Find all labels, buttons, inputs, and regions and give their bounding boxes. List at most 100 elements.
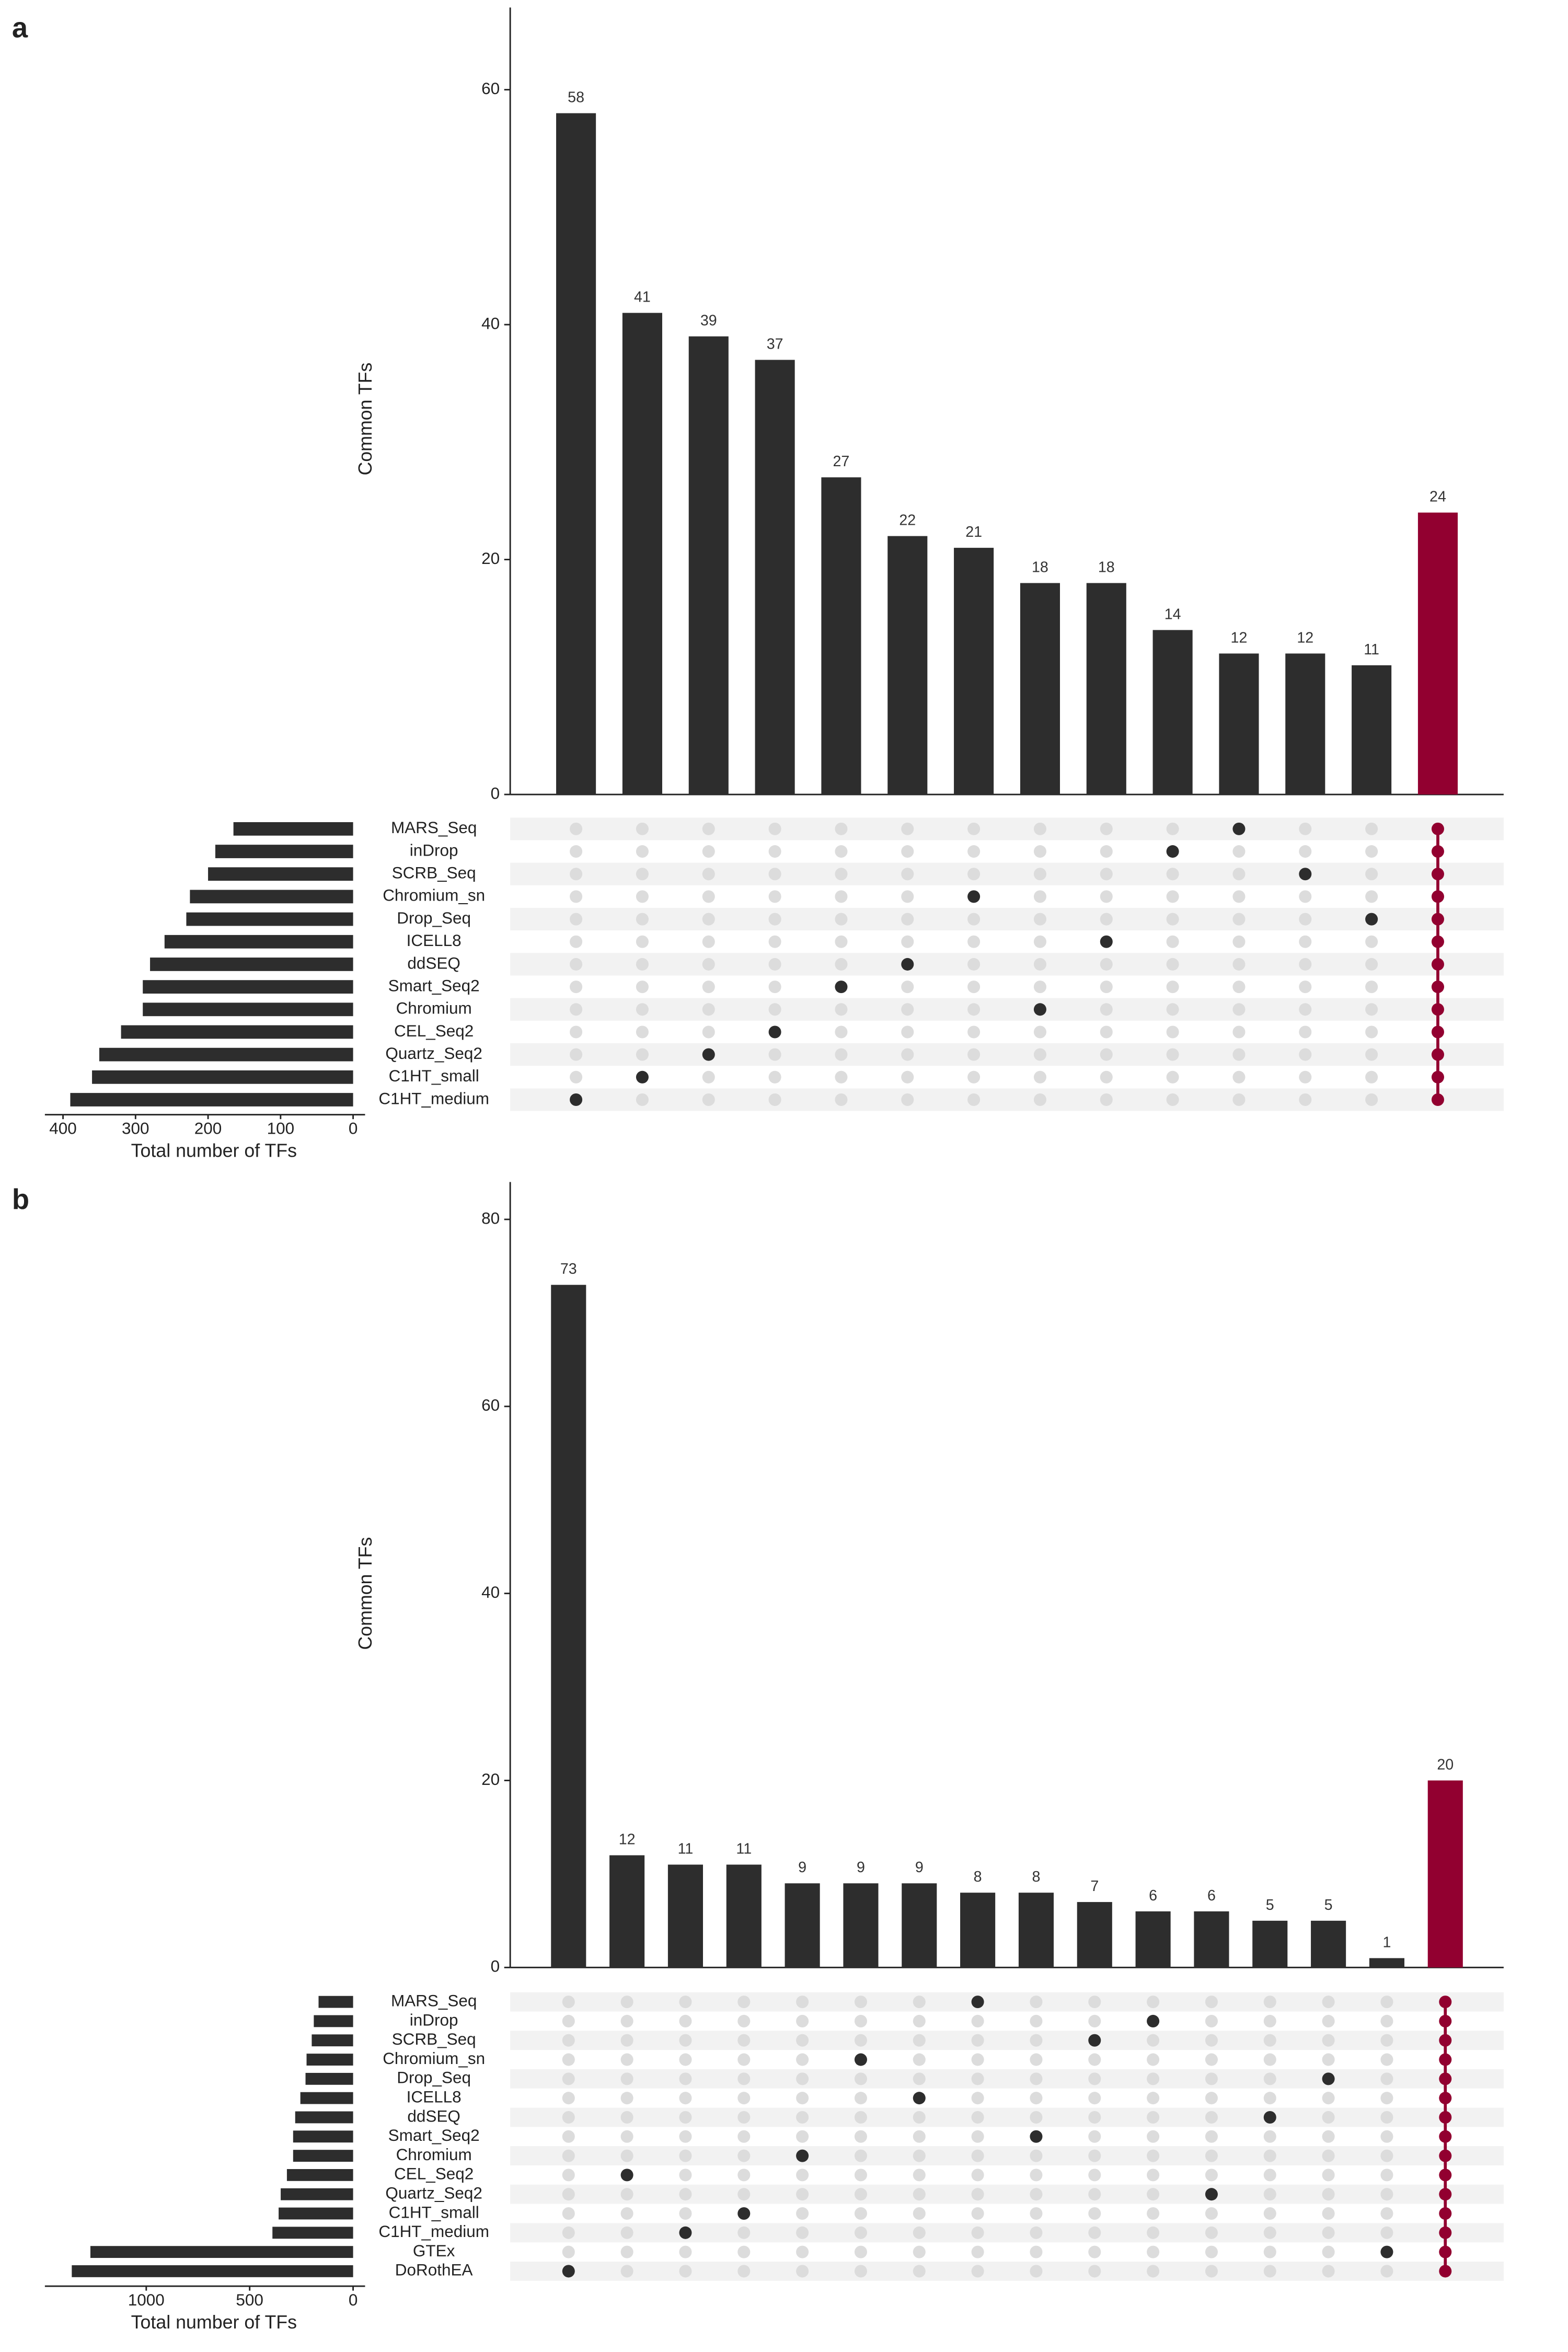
matrix-dot xyxy=(1322,2265,1335,2278)
matrix-dot xyxy=(570,981,583,994)
matrix-dot xyxy=(562,2226,575,2239)
intersection-bar xyxy=(1417,512,1458,795)
data-label: 73 xyxy=(560,1261,577,1277)
matrix-dot-active xyxy=(620,2169,633,2182)
matrix-dot xyxy=(1322,1996,1335,2009)
matrix-dot xyxy=(971,2207,984,2220)
row-stripe xyxy=(510,2262,1504,2281)
matrix-dot xyxy=(1100,890,1113,903)
matrix-dot xyxy=(620,2207,633,2220)
matrix-dot xyxy=(1147,2072,1160,2085)
matrix-dot xyxy=(1205,2245,1218,2258)
set-size-bar xyxy=(314,2015,353,2027)
matrix-dot xyxy=(1030,2188,1043,2201)
matrix-dot xyxy=(1088,2014,1101,2027)
matrix-dot xyxy=(796,2053,809,2066)
matrix-dot xyxy=(854,1996,867,2009)
set-size-bar xyxy=(300,2092,353,2104)
matrix-dot xyxy=(1033,1093,1046,1106)
matrix-dot xyxy=(636,913,649,926)
matrix-dot xyxy=(1166,935,1179,948)
matrix-dot xyxy=(702,822,715,835)
set-size-bar xyxy=(121,1025,353,1039)
row-stripe xyxy=(510,1992,1504,2012)
intersection-bar xyxy=(556,113,596,795)
matrix-dot xyxy=(1100,822,1113,835)
matrix-dot xyxy=(620,2053,633,2066)
matrix-dot xyxy=(967,958,981,971)
row-stripe xyxy=(510,907,1504,931)
data-label: 24 xyxy=(1429,489,1446,505)
matrix-dot xyxy=(570,890,583,903)
matrix-dot xyxy=(835,1070,848,1083)
matrix-dot-active xyxy=(1100,935,1113,948)
matrix-dot xyxy=(1322,2130,1335,2143)
set-label: ddSEQ xyxy=(407,2107,460,2125)
matrix-dot xyxy=(967,935,981,948)
matrix-dot-active xyxy=(913,2092,926,2105)
matrix-dot-active xyxy=(1033,1003,1046,1016)
matrix-dot-active xyxy=(1380,2245,1393,2258)
matrix-dot xyxy=(1100,1070,1113,1083)
matrix-dot xyxy=(679,2014,692,2027)
matrix-dot xyxy=(1147,2207,1160,2220)
matrix-dot xyxy=(835,1003,848,1016)
matrix-dot xyxy=(967,868,981,881)
matrix-dot xyxy=(913,2014,926,2027)
data-label: 6 xyxy=(1207,1887,1216,1904)
set-x-tick-label: 0 xyxy=(349,1120,358,1138)
matrix-dot xyxy=(1365,890,1378,903)
matrix-dot xyxy=(620,2226,633,2239)
matrix-dot-active xyxy=(1232,822,1246,835)
matrix-dot xyxy=(854,2245,867,2258)
matrix-dot xyxy=(913,2034,926,2047)
matrix-dot xyxy=(1232,868,1246,881)
matrix-dot xyxy=(971,2169,984,2182)
matrix-dot xyxy=(1205,2207,1218,2220)
matrix-dot xyxy=(1147,2034,1160,2047)
matrix-dot-active xyxy=(1439,2092,1452,2105)
set-x-tick-label: 0 xyxy=(349,2291,358,2309)
matrix-dot xyxy=(901,1048,914,1061)
set-label: C1HT_small xyxy=(389,2203,479,2221)
matrix-dot xyxy=(796,2169,809,2182)
row-stripe xyxy=(510,2184,1504,2204)
matrix-dot xyxy=(636,1003,649,1016)
matrix-dot-active xyxy=(1439,2169,1452,2182)
matrix-dot xyxy=(1030,2169,1043,2182)
matrix-dot xyxy=(913,2072,926,2085)
matrix-dot xyxy=(737,2226,751,2239)
matrix-dot-active xyxy=(1439,2265,1452,2278)
panel-label: a xyxy=(12,12,28,44)
intersection-bar xyxy=(960,1893,996,1968)
intersection-bar xyxy=(622,313,662,795)
data-label: 39 xyxy=(700,313,717,329)
matrix-dot xyxy=(636,868,649,881)
matrix-dot-active xyxy=(1439,2207,1452,2220)
matrix-dot-active xyxy=(1439,1996,1452,2009)
intersection-bar xyxy=(887,536,928,795)
intersection-bar xyxy=(609,1855,645,1968)
matrix-dot xyxy=(679,2053,692,2066)
matrix-dot xyxy=(562,2130,575,2143)
matrix-dot xyxy=(620,2034,633,2047)
matrix-dot xyxy=(1088,2169,1101,2182)
set-label: DoRothEA xyxy=(395,2261,473,2279)
matrix-dot-active xyxy=(1431,981,1444,994)
matrix-dot xyxy=(620,2092,633,2105)
matrix-dot xyxy=(913,2130,926,2143)
matrix-dot xyxy=(835,1093,848,1106)
matrix-dot xyxy=(967,1003,981,1016)
matrix-dot-active xyxy=(901,958,914,971)
matrix-dot xyxy=(1365,845,1378,858)
set-size-bar xyxy=(150,958,353,971)
matrix-dot xyxy=(1322,2034,1335,2047)
matrix-dot xyxy=(679,2072,692,2085)
matrix-dot xyxy=(1147,1996,1160,2009)
matrix-dot xyxy=(1166,1048,1179,1061)
matrix-dot xyxy=(768,958,781,971)
matrix-dot xyxy=(768,1003,781,1016)
matrix-dot xyxy=(702,958,715,971)
matrix-dot xyxy=(620,2072,633,2085)
matrix-dot xyxy=(796,2111,809,2124)
